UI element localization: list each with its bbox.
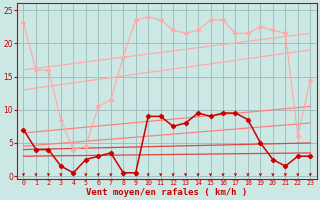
X-axis label: Vent moyen/en rafales ( km/h ): Vent moyen/en rafales ( km/h ): [86, 188, 248, 197]
